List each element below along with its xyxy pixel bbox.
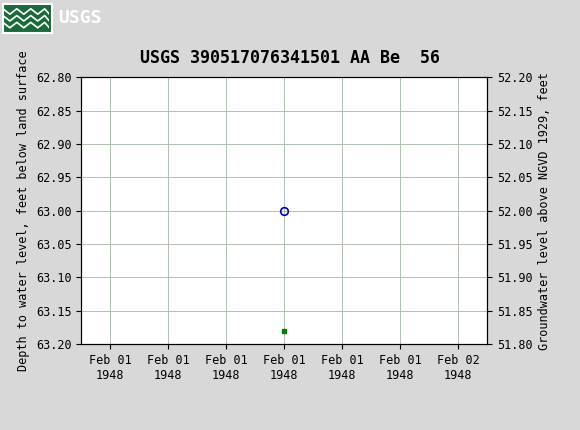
Text: USGS 390517076341501 AA Be  56: USGS 390517076341501 AA Be 56 — [140, 49, 440, 67]
Y-axis label: Groundwater level above NGVD 1929, feet: Groundwater level above NGVD 1929, feet — [538, 72, 551, 350]
Legend: Period of approved data: Period of approved data — [175, 427, 393, 430]
Text: USGS: USGS — [58, 9, 102, 27]
FancyBboxPatch shape — [3, 3, 52, 33]
Y-axis label: Depth to water level, feet below land surface: Depth to water level, feet below land su… — [17, 50, 30, 371]
